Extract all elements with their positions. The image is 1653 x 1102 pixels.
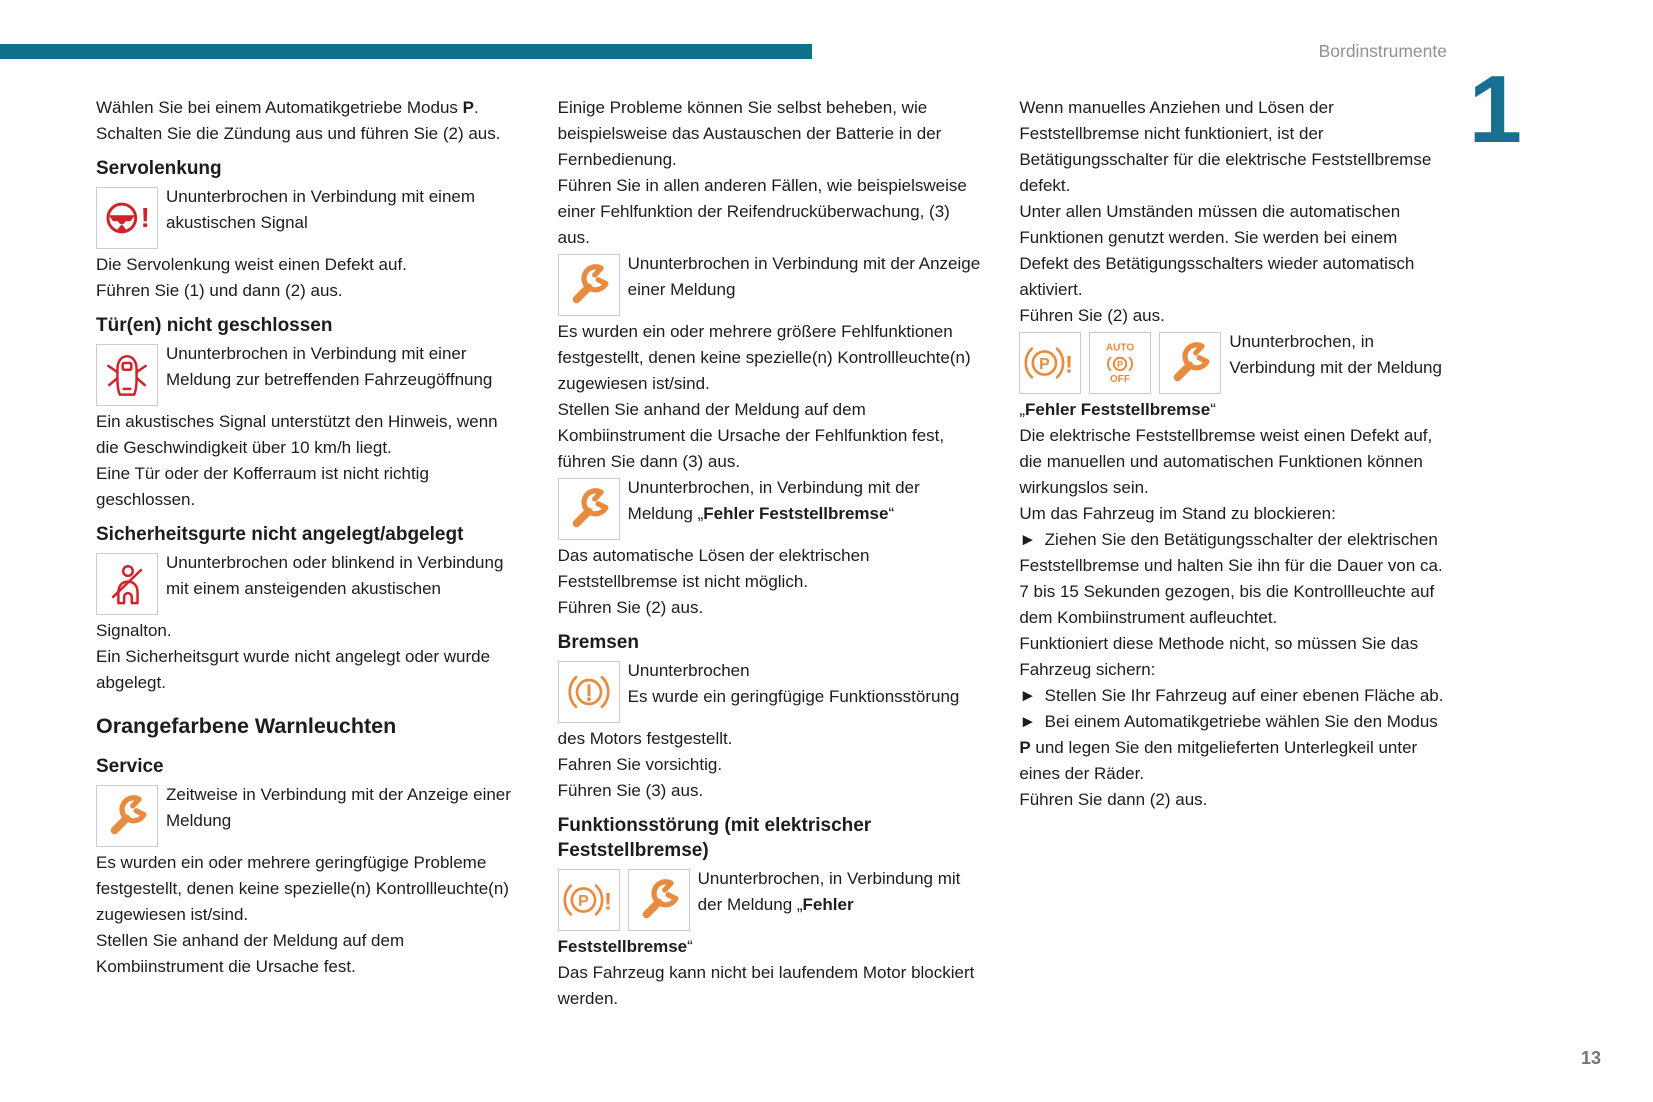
column-3: Wenn manuelles Anziehen und Lösen der Fe… bbox=[1019, 95, 1448, 1012]
wrench-service-icon bbox=[1159, 332, 1222, 394]
warning-description: Ununterbrochen in Verbindung mit einer M… bbox=[166, 344, 493, 389]
heading-funktionsstoerung: Funktionsstörung (mit elektrischer Fests… bbox=[557, 815, 872, 861]
section-heading-orange-warnleuchten: Orangefarbene Warnleuchten bbox=[96, 714, 397, 738]
warning-description: Ununterbrochen bbox=[627, 661, 750, 680]
bullet-step: ► Bei einem Automatikgetriebe wählen Sie… bbox=[1019, 712, 1438, 783]
heading-bremsen: Bremsen bbox=[557, 632, 639, 653]
warning-description: Ununterbrochen, in Verbindung mit der Me… bbox=[697, 869, 961, 914]
paragraph: Die elektrische Feststellbremse weist ei… bbox=[1019, 426, 1433, 497]
paragraph: Stellen Sie anhand der Meldung auf dem K… bbox=[557, 400, 945, 471]
svg-text:P: P bbox=[1117, 360, 1123, 370]
paragraph: Stellen Sie anhand der Meldung auf dem K… bbox=[96, 931, 405, 976]
paragraph: Feststellbremse“ bbox=[557, 937, 693, 956]
wrench-service-icon bbox=[96, 785, 158, 847]
paragraph: „Fehler Feststellbremse“ bbox=[1019, 400, 1216, 419]
paragraph: Führen Sie (2) aus. bbox=[557, 598, 704, 617]
door-open-warning-icon bbox=[96, 344, 158, 406]
heading-sicherheitsgurte: Sicherheitsgurte nicht angelegt/abgelegt bbox=[96, 524, 464, 545]
paragraph: Ein Sicherheitsgurt wurde nicht angelegt… bbox=[96, 647, 491, 692]
warning-description: Ununterbrochen in Verbindung mit der Anz… bbox=[627, 254, 981, 299]
paragraph: Es wurden ein oder mehrere größere Fehlf… bbox=[557, 322, 971, 393]
warning-row-tueren: Ununterbrochen in Verbindung mit einer M… bbox=[96, 341, 525, 406]
warning-row-wrench-meldung: Ununterbrochen in Verbindung mit der Anz… bbox=[557, 251, 987, 316]
brake-warning-icon bbox=[557, 661, 620, 723]
chapter-number: 1 bbox=[1468, 56, 1522, 163]
svg-text:OFF: OFF bbox=[1110, 374, 1130, 385]
paragraph: Funktioniert diese Methode nicht, so müs… bbox=[1019, 634, 1419, 679]
auto-parking-brake-off-icon: AUTO P OFF bbox=[1089, 332, 1152, 394]
paragraph: Um das Fahrzeug im Stand zu blockieren: bbox=[1019, 504, 1336, 523]
svg-text:P: P bbox=[1039, 356, 1050, 373]
paragraph: Es wurden ein oder mehrere geringfügige … bbox=[96, 853, 509, 924]
svg-text:!: ! bbox=[1065, 351, 1073, 378]
paragraph: Die Servolenkung weist einen Defekt auf. bbox=[96, 255, 407, 274]
warning-row-feststellbremse: P ! AUTO P OFF bbox=[1019, 329, 1448, 394]
paragraph: Führen Sie (3) aus. bbox=[557, 781, 704, 800]
svg-text:P: P bbox=[578, 893, 589, 910]
warning-row-sicherheitsgurte: Ununterbrochen oder blinkend in Verbindu… bbox=[96, 550, 525, 615]
paragraph: Signalton. bbox=[96, 621, 172, 640]
bullet-step: ► Ziehen Sie den Betätigungsschalter der… bbox=[1019, 530, 1443, 627]
paragraph: Führen Sie (1) und dann (2) aus. bbox=[96, 281, 343, 300]
warning-description: Es wurde ein geringfügige Funktionsstöru… bbox=[627, 687, 960, 706]
column-2: Einige Probleme können Sie selbst behebe… bbox=[557, 95, 987, 1012]
paragraph: Führen Sie dann (2) aus. bbox=[1019, 790, 1208, 809]
wrench-service-icon bbox=[557, 254, 620, 316]
parking-brake-warning-icon: P ! bbox=[557, 869, 620, 931]
paragraph: Führen Sie (2) aus. bbox=[1019, 306, 1165, 325]
warning-description: Ununterbrochen in Verbindung mit einem a… bbox=[166, 187, 476, 232]
heading-tueren: Tür(en) nicht geschlossen bbox=[96, 315, 333, 336]
svg-text:AUTO: AUTO bbox=[1106, 343, 1134, 354]
page-header-title: Bordinstrumente bbox=[1318, 41, 1447, 61]
wrench-service-icon bbox=[627, 869, 690, 931]
content-columns: Wählen Sie bei einem Automatikgetriebe M… bbox=[96, 95, 1448, 1012]
paragraph: Fahren Sie vorsichtig. bbox=[557, 755, 723, 774]
heading-servolenkung: Servolenkung bbox=[96, 158, 222, 179]
paragraph: Das automatische Lösen der elektrischen … bbox=[557, 546, 870, 591]
steering-wheel-warning-icon: ! bbox=[96, 187, 158, 249]
warning-description: Ununterbrochen oder blinkend in Verbindu… bbox=[166, 553, 504, 598]
warning-row-wrench-feststellbremse: Ununterbrochen, in Verbindung mit der Me… bbox=[557, 475, 987, 540]
paragraph: Wenn manuelles Anziehen und Lösen der Fe… bbox=[1019, 98, 1432, 195]
paragraph: Einige Probleme können Sie selbst behebe… bbox=[557, 98, 942, 169]
header-accent-bar bbox=[0, 44, 812, 59]
paragraph: Ein akustisches Signal unterstützt den H… bbox=[96, 412, 498, 457]
warning-description: Ununterbrochen, in Verbindung mit der Me… bbox=[1229, 332, 1442, 377]
paragraph: Unter allen Umständen müssen die automat… bbox=[1019, 202, 1415, 299]
bullet-step: ► Stellen Sie Ihr Fahrzeug auf einer ebe… bbox=[1019, 686, 1444, 705]
page-number: 13 bbox=[1580, 1048, 1601, 1068]
paragraph: Eine Tür oder der Kofferraum ist nicht r… bbox=[96, 464, 429, 509]
paragraph: Wählen Sie bei einem Automatikgetriebe M… bbox=[96, 98, 501, 143]
warning-row-servolenkung: ! Ununterbrochen in Verbindung mit einem… bbox=[96, 184, 525, 249]
paragraph: Führen Sie in allen anderen Fällen, wie … bbox=[557, 176, 967, 247]
paragraph: Das Fahrzeug kann nicht bei laufendem Mo… bbox=[557, 963, 975, 1008]
wrench-service-icon bbox=[557, 478, 620, 540]
paragraph: des Motors festgestellt. bbox=[557, 729, 733, 748]
warning-row-service: Zeitweise in Verbindung mit der Anzeige … bbox=[96, 782, 525, 847]
heading-service: Service bbox=[96, 756, 164, 777]
column-1: Wählen Sie bei einem Automatikgetriebe M… bbox=[96, 95, 525, 1012]
warning-row-bremsen: Ununterbrochen Es wurde ein geringfügige… bbox=[557, 658, 987, 723]
svg-text:!: ! bbox=[604, 888, 612, 915]
warning-row-funktionsstoerung: P ! Ununterbrochen, in Verbindung mit de… bbox=[557, 866, 987, 931]
svg-text:!: ! bbox=[141, 202, 150, 233]
warning-description: Ununterbrochen, in Verbindung mit der Me… bbox=[627, 478, 920, 523]
warning-description: Zeitweise in Verbindung mit der Anzeige … bbox=[166, 785, 511, 830]
parking-brake-warning-icon: P ! bbox=[1019, 332, 1082, 394]
seatbelt-warning-icon bbox=[96, 553, 158, 615]
